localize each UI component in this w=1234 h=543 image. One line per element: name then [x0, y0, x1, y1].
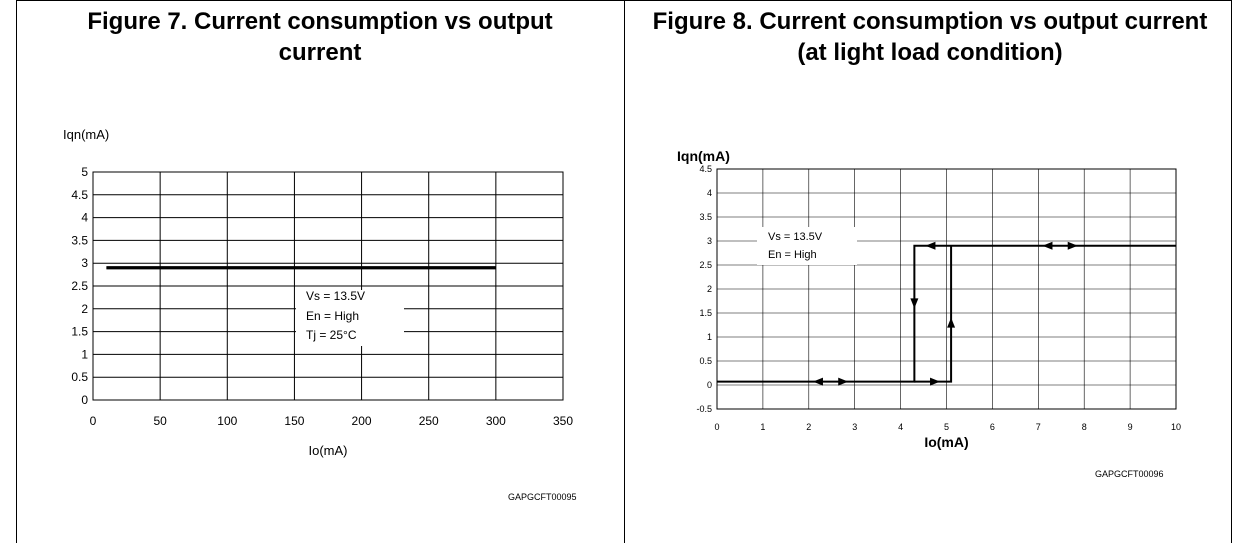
series-line [914, 245, 953, 383]
figure-divider [624, 0, 625, 543]
direction-arrow [910, 298, 919, 309]
y-tick-label: 1 [81, 347, 88, 361]
figure-8-code: GAPGCFT00096 [1095, 469, 1164, 479]
direction-arrow [930, 377, 941, 386]
x-tick-label: 0 [90, 414, 97, 428]
x-tick-label: 350 [553, 414, 573, 428]
x-tick-label: 150 [284, 414, 304, 428]
direction-arrow [925, 241, 936, 250]
x-axis-label: Io(mA) [309, 443, 348, 458]
y-tick-label: 2.5 [71, 279, 88, 293]
x-tick-label: 4 [898, 422, 903, 432]
direction-arrow [947, 317, 956, 328]
annotation-text: Tj = 25°C [306, 328, 357, 342]
x-tick-label: 300 [486, 414, 506, 428]
x-tick-label: 9 [1128, 422, 1133, 432]
x-tick-label: 8 [1082, 422, 1087, 432]
annotation-box [757, 227, 857, 265]
figure-7-title: Figure 7. Current consumption vs output … [87, 8, 553, 66]
y-tick-label: 5 [81, 165, 88, 179]
y-tick-label: 4.5 [699, 164, 712, 174]
x-tick-label: 1 [760, 422, 765, 432]
x-tick-label: 6 [990, 422, 995, 432]
figure-7-code: GAPGCFT00095 [508, 492, 577, 502]
y-tick-label: 3.5 [71, 233, 88, 247]
annotation-box [296, 290, 404, 346]
annotation-text: En = High [768, 249, 817, 261]
annotation-text: Vs = 13.5V [768, 231, 823, 243]
y-tick-label: 4.5 [71, 188, 88, 202]
x-tick-label: 250 [419, 414, 439, 428]
y-axis-label: Iqn(mA) [677, 148, 730, 164]
y-tick-label: 2.5 [699, 260, 712, 270]
x-tick-label: 0 [714, 422, 719, 432]
y-tick-label: 4 [707, 188, 712, 198]
y-tick-label: 0.5 [71, 370, 88, 384]
direction-arrow [1042, 241, 1053, 250]
y-tick-label: 1 [707, 332, 712, 342]
y-tick-label: 4 [81, 211, 88, 225]
x-axis-label: Io(mA) [924, 434, 968, 450]
y-tick-label: 1.5 [699, 308, 712, 318]
y-tick-label: 3.5 [699, 212, 712, 222]
x-tick-label: 50 [153, 414, 167, 428]
y-tick-label: 0.5 [699, 356, 712, 366]
y-tick-label: 3 [81, 256, 88, 270]
annotation-text: Vs = 13.5V [306, 289, 365, 303]
x-tick-label: 200 [352, 414, 372, 428]
direction-arrow [838, 377, 849, 386]
x-tick-label: 5 [944, 422, 949, 432]
plot-area-border [92, 171, 564, 401]
y-tick-label: -0.5 [696, 404, 712, 414]
y-tick-label: 1.5 [71, 325, 88, 339]
x-tick-label: 10 [1171, 422, 1181, 432]
y-tick-label: 3 [707, 236, 712, 246]
x-tick-label: 7 [1036, 422, 1041, 432]
y-tick-label: 2 [81, 302, 88, 316]
annotation-text: En = High [306, 309, 359, 323]
direction-arrow [812, 377, 823, 386]
direction-arrow [1067, 241, 1078, 250]
x-tick-label: 100 [217, 414, 237, 428]
x-tick-label: 3 [852, 422, 857, 432]
figure-8-title: Figure 8. Current consumption vs output … [652, 8, 1208, 66]
y-tick-label: 0 [707, 380, 712, 390]
plot-area-border [716, 168, 1177, 410]
y-tick-label: 2 [707, 284, 712, 294]
y-axis-label: Iqn(mA) [63, 127, 109, 142]
y-tick-label: 0 [81, 393, 88, 407]
x-tick-label: 2 [806, 422, 811, 432]
